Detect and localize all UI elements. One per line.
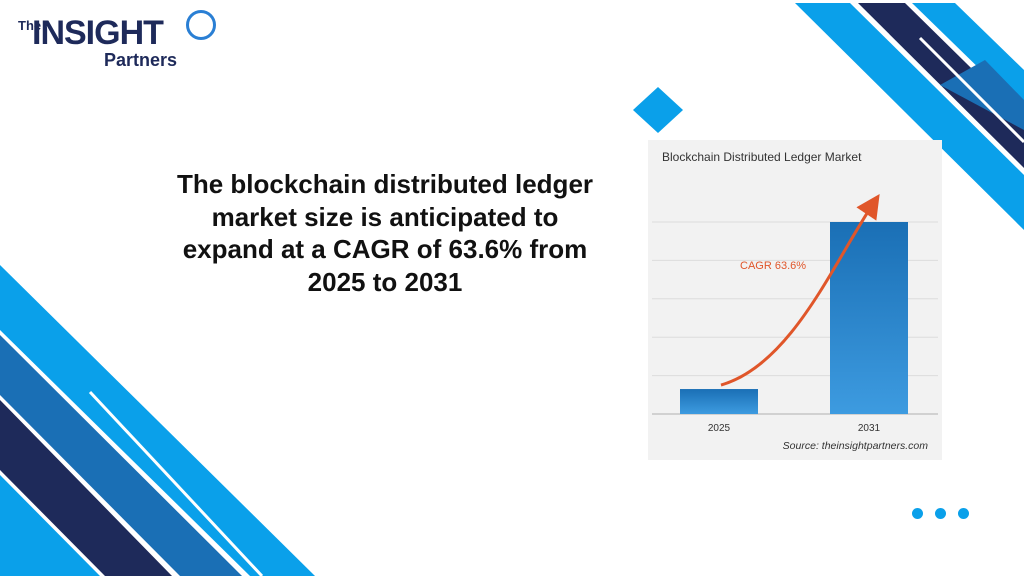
x-tick-label: 2031	[858, 423, 881, 434]
logo-the-text: The	[18, 18, 42, 33]
bar-2025	[680, 389, 758, 414]
logo-insight-text: INSIGHT	[32, 14, 164, 52]
chart-card: 2025 2031 CAGR 63.6% Blockchain Distribute…	[648, 140, 942, 460]
chart-source: Source: theinsightpartners.com	[782, 440, 928, 452]
cagr-annotation: CAGR 63.6%	[740, 260, 806, 272]
dot-3	[958, 508, 969, 519]
x-tick-label: 2025	[708, 423, 731, 434]
insight-ring-icon	[186, 10, 216, 40]
brand-logo: The INSIGHT Partners	[18, 8, 218, 72]
dot-1	[912, 508, 923, 519]
logo-partners-text: Partners	[104, 50, 178, 70]
chart-title: Blockchain Distributed Ledger Market	[662, 150, 862, 164]
bar-2031	[830, 222, 908, 414]
dot-2	[935, 508, 946, 519]
cagr-arrow	[720, 194, 880, 387]
bar-chart: 2025 2031 CAGR 63.6%	[652, 194, 938, 434]
more-dots-icon	[912, 506, 981, 524]
headline: The blockchain distributed ledger market…	[176, 169, 594, 297]
